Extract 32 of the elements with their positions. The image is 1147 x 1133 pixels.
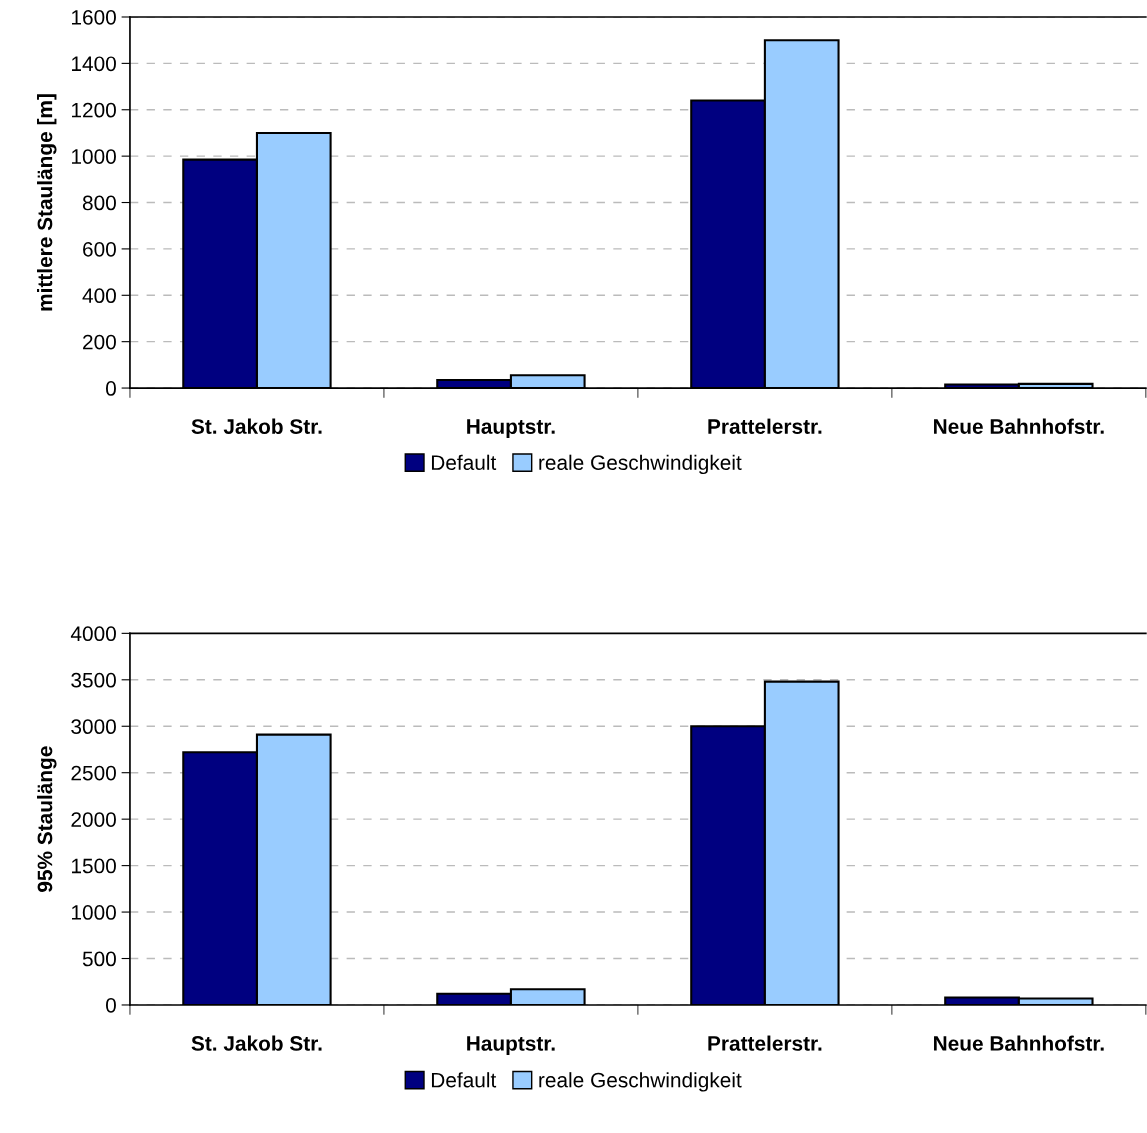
y-tick-label: 200 bbox=[83, 334, 116, 350]
y-tick-label: 0 bbox=[105, 997, 116, 1013]
x-tick-label: Prattelerstr. bbox=[708, 418, 822, 434]
x-tick-label: Hauptstr. bbox=[467, 419, 555, 439]
y-tick-label: 3500 bbox=[71, 672, 116, 688]
legend-label: Default bbox=[431, 454, 497, 470]
y-tick-label: 1400 bbox=[72, 56, 116, 72]
y-tick-label: 600 bbox=[83, 241, 116, 257]
x-tick-label: Hauptstr. bbox=[467, 1036, 555, 1055]
y-tick-label: 3000 bbox=[71, 719, 116, 735]
x-tick-label: Prattelerstr. bbox=[708, 1035, 822, 1051]
y-tick-label: 500 bbox=[82, 951, 116, 967]
y-tick-label: 1600 bbox=[72, 10, 116, 25]
legend-label: reale Geschwindigkeit bbox=[539, 1072, 742, 1092]
legend-label: Default bbox=[431, 1072, 497, 1088]
y-axis-title: 95% Staulänge bbox=[37, 746, 57, 892]
y-tick-label: 0 bbox=[105, 381, 116, 396]
x-tick-label: Neue Bahnhofstr. bbox=[934, 1035, 1104, 1051]
x-tick-label: Neue Bahnhofstr. bbox=[934, 418, 1104, 434]
y-tick-label: 2000 bbox=[71, 812, 116, 827]
legend-label: reale Geschwindigkeit bbox=[539, 454, 742, 475]
y-axis-title: mittlere Staulänge [m] bbox=[37, 94, 57, 311]
x-tick-label: St. Jakob Str. bbox=[191, 418, 322, 434]
x-tick-label: St. Jakob Str. bbox=[191, 1035, 322, 1051]
y-tick-label: 800 bbox=[82, 195, 116, 211]
y-tick-label: 1000 bbox=[72, 149, 116, 164]
y-tick-label: 1200 bbox=[72, 102, 116, 118]
y-tick-label: 2500 bbox=[71, 765, 116, 781]
y-tick-label: 400 bbox=[82, 288, 116, 304]
y-tick-label: 1000 bbox=[72, 905, 116, 920]
y-tick-label: 4000 bbox=[70, 626, 116, 642]
y-tick-label: 1500 bbox=[72, 858, 116, 874]
